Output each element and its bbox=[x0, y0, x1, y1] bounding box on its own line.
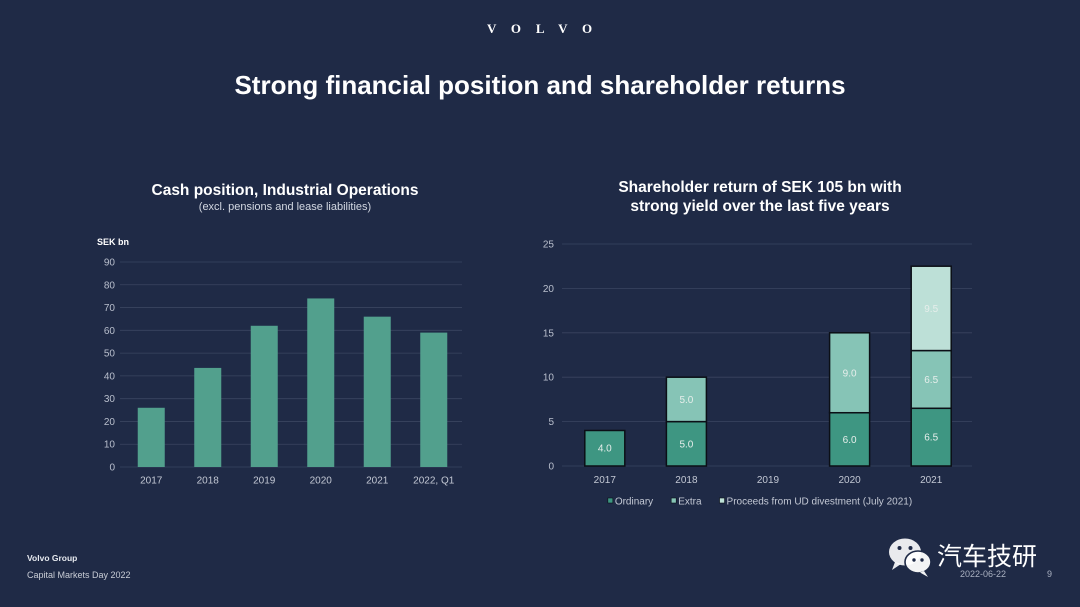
footer-event: Capital Markets Day 2022 bbox=[27, 570, 131, 580]
return-segment-ordinary-2020 bbox=[828, 411, 871, 467]
cash-bar-2021 bbox=[363, 316, 391, 467]
return-segment-extra-2018 bbox=[665, 376, 708, 423]
cash-y-tick-label: 10 bbox=[104, 440, 116, 451]
return-segment-label: 4.0 bbox=[598, 444, 612, 455]
return-y-tick-label: 5 bbox=[548, 417, 554, 428]
cash-y-tick-label: 0 bbox=[109, 463, 115, 474]
return-legend: Ordinary Extra Proceeds from UD divestment… bbox=[607, 497, 913, 508]
return-segment-proceeds-from-ud-divestment-july-2021-2021 bbox=[910, 265, 952, 352]
cash-bar-2020 bbox=[307, 298, 335, 467]
cash-y-tick-label: 50 bbox=[104, 349, 116, 360]
return-legend-swatch-ordinary bbox=[607, 497, 614, 504]
return-segment-label: 9.0 bbox=[843, 368, 857, 379]
cash-y-tick-label: 70 bbox=[104, 303, 116, 314]
wechat-icon bbox=[889, 538, 932, 577]
return-legend-swatch-extra bbox=[670, 497, 677, 504]
return-segment-extra-2020 bbox=[828, 332, 871, 414]
cash-y-tick-label: 60 bbox=[104, 326, 116, 337]
cash-y-tick-label: 30 bbox=[104, 394, 116, 405]
return-chart-title-line-2: strong yield over the last five years bbox=[630, 198, 890, 215]
cash-bar-2018 bbox=[194, 367, 222, 467]
watermark: 汽车技研 bbox=[886, 535, 1056, 579]
return-x-tick-label: 2018 bbox=[675, 475, 698, 486]
return-y-tick-label: 0 bbox=[548, 462, 554, 473]
return-legend-swatch-proceeds-from-ud-divestment-july-2021 bbox=[719, 497, 725, 504]
return-segment-ordinary-2017 bbox=[584, 429, 626, 467]
cash-chart-header: Cash position, Industrial Operations (ex… bbox=[85, 181, 485, 214]
return-segment-label: 5.0 bbox=[679, 395, 693, 406]
return-segment-label: 6.0 bbox=[843, 435, 857, 446]
return-segment-label: 6.5 bbox=[924, 433, 938, 444]
cash-chart-y-axis-label: SEK bn bbox=[97, 237, 130, 247]
cash-bar-2022-q1 bbox=[420, 332, 448, 467]
cash-x-tick-label: 2022, Q1 bbox=[413, 476, 455, 487]
cash-bar-2017 bbox=[137, 407, 165, 467]
return-segment-label: 6.5 bbox=[924, 375, 938, 386]
return-x-tick-label: 2021 bbox=[920, 475, 943, 486]
return-chart-title-line-1: Shareholder return of SEK 105 bn with bbox=[618, 179, 902, 196]
return-chart: 0 5 10 15 20 25 4.0 5.0 5.0 6.0 9.0 6.5 6.5 9.5 2017 20… bbox=[543, 240, 972, 508]
return-segment-ordinary-2021 bbox=[910, 407, 952, 467]
return-chart-header: Shareholder return of SEK 105 bn with st… bbox=[560, 178, 960, 216]
return-legend-label: Extra bbox=[678, 497, 702, 508]
return-x-tick-label: 2019 bbox=[757, 475, 780, 486]
cash-bar-2019 bbox=[250, 325, 278, 467]
cash-x-tick-label: 2019 bbox=[253, 476, 276, 487]
watermark-text: 汽车技研 bbox=[937, 542, 1038, 571]
return-y-tick-label: 15 bbox=[543, 328, 555, 339]
return-y-tick-label: 20 bbox=[543, 284, 555, 295]
cash-y-tick-label: 40 bbox=[104, 371, 116, 382]
cash-chart-subtitle: (excl. pensions and lease liabilities) bbox=[198, 201, 372, 213]
footer-company: Volvo Group bbox=[27, 553, 78, 563]
return-legend-label: Ordinary bbox=[615, 497, 653, 508]
cash-x-tick-label: 2017 bbox=[140, 476, 163, 487]
cash-y-tick-label: 90 bbox=[104, 258, 116, 269]
cash-y-tick-label: 20 bbox=[104, 417, 116, 428]
cash-x-tick-label: 2021 bbox=[366, 476, 389, 487]
return-segment-label: 9.5 bbox=[924, 304, 938, 315]
cash-y-tick-label: 80 bbox=[104, 280, 116, 291]
return-segment-label: 5.0 bbox=[679, 439, 693, 450]
cash-x-tick-label: 2018 bbox=[197, 476, 220, 487]
return-y-tick-label: 10 bbox=[543, 373, 555, 384]
cash-chart-title: Cash position, Industrial Operations bbox=[151, 182, 419, 199]
return-x-tick-label: 2020 bbox=[838, 475, 861, 486]
cash-x-tick-label: 2020 bbox=[310, 476, 333, 487]
return-y-tick-label: 25 bbox=[543, 240, 555, 251]
volvo-logo: VOLVO bbox=[487, 21, 607, 36]
slide-title: Strong financial position and shareholde… bbox=[234, 70, 846, 100]
return-legend-label: Proceeds from UD divestment (July 2021) bbox=[727, 497, 913, 508]
footer-page-number: 9 bbox=[1047, 569, 1053, 579]
return-x-tick-label: 2017 bbox=[594, 475, 617, 486]
footer-date: 2022-06-22 bbox=[960, 569, 1007, 579]
cash-chart: 0 10 20 30 40 50 60 70 80 90 2017 2018 2019 2020 2021 2… bbox=[104, 258, 462, 487]
